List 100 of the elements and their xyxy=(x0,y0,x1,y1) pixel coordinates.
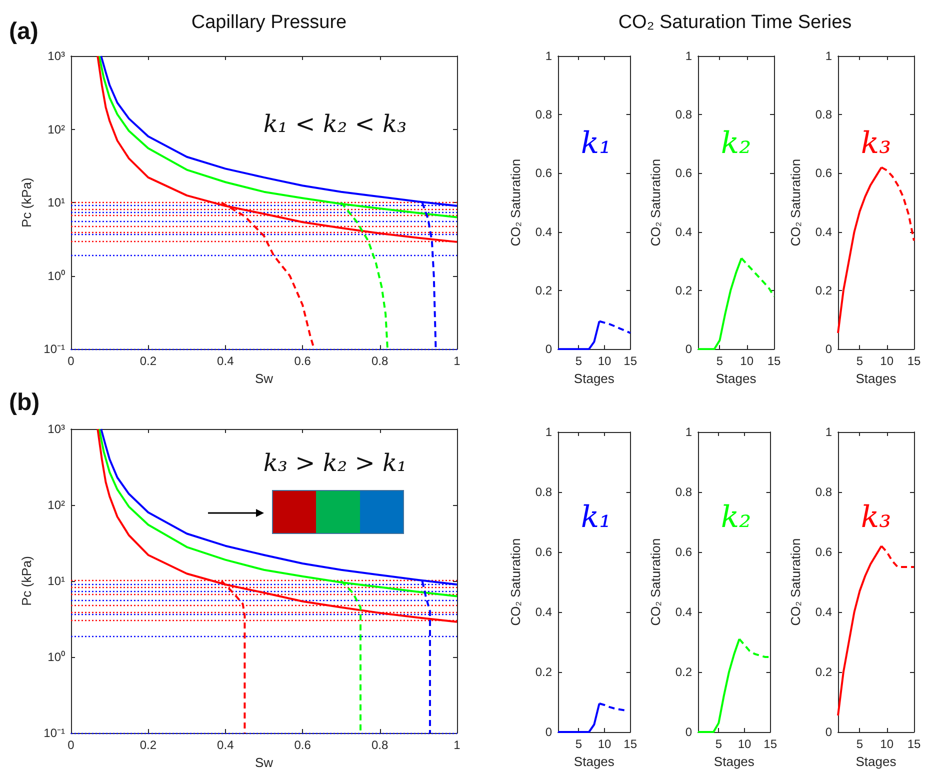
x-tick-label: 10 xyxy=(880,354,894,368)
y-tick-label: 1 xyxy=(825,425,832,439)
annotation: k₁ xyxy=(580,126,612,161)
y-axis-title: CO₂ Saturation xyxy=(788,538,803,626)
y-tick-label: 0.6 xyxy=(675,166,692,180)
x-tick-label: 0.6 xyxy=(294,354,312,368)
x-tick-label: 5 xyxy=(716,354,724,368)
annotation: k₃ > k₂ > k₁ xyxy=(263,449,407,477)
annotation: k₁ xyxy=(580,500,612,535)
y-tick-label: 10⁰ xyxy=(48,268,65,283)
x-tick-label: 1 xyxy=(454,354,461,368)
y-tick-label: 0 xyxy=(545,342,552,356)
y-tick-label: 0.6 xyxy=(535,166,552,180)
y-tick-label: 0.2 xyxy=(815,283,832,298)
y-tick-label: 1 xyxy=(825,49,832,63)
x-tick-label: 5 xyxy=(715,737,722,751)
x-tick-label: 15 xyxy=(767,354,781,368)
x-axis-title: Stages xyxy=(856,754,897,769)
y-tick-label: 0.2 xyxy=(535,665,552,679)
y-axis-title: Pc (kPa) xyxy=(18,178,34,228)
x-tick-label: 15 xyxy=(624,737,638,751)
y-tick-label: 0.8 xyxy=(675,485,692,499)
x-axis-title: Stages xyxy=(574,371,615,386)
y-tick-label: 0.4 xyxy=(535,605,552,619)
y-axis-title: Pc (kPa) xyxy=(18,556,34,606)
y-tick-label: 10¹ xyxy=(48,574,66,588)
y-tick-label: 1 xyxy=(545,49,552,63)
y-tick-label: 10⁰ xyxy=(48,650,65,664)
x-tick-label: 10 xyxy=(598,737,612,751)
y-tick-label: 0.6 xyxy=(535,545,552,559)
x-tick-label: 0.6 xyxy=(294,738,312,752)
y-tick-label: 0.8 xyxy=(535,108,552,122)
annotation: k₃ xyxy=(860,500,892,535)
x-tick-label: 0.2 xyxy=(140,354,157,368)
y-tick-label: 10³ xyxy=(48,422,66,436)
annotation: k₂ xyxy=(720,126,752,161)
x-tick-label: 0.4 xyxy=(217,738,234,752)
annotation: k₂ xyxy=(720,500,752,535)
x-tick-label: 10 xyxy=(740,354,754,368)
y-tick-label: 0.4 xyxy=(535,224,552,239)
x-axis-title: Stages xyxy=(716,371,757,386)
x-axis-title: Sw xyxy=(254,371,274,386)
y-axis-title: CO₂ Saturation xyxy=(788,158,803,246)
x-tick-label: 5 xyxy=(856,354,864,368)
x-tick-label: 5 xyxy=(575,354,582,368)
text: (a) xyxy=(9,18,38,46)
x-tick-label: 0.8 xyxy=(371,354,388,368)
x-axis-title: Stages xyxy=(856,371,897,386)
y-tick-label: 10² xyxy=(48,498,66,512)
y-tick-label: 0 xyxy=(545,725,552,739)
y-tick-label: 0.4 xyxy=(815,224,832,239)
annotation: k₃ xyxy=(860,126,892,161)
x-tick-label: 0 xyxy=(68,738,75,752)
x-tick-label: 0.2 xyxy=(140,738,157,752)
y-tick-label: 0 xyxy=(685,725,692,739)
y-tick-label: 10⁻¹ xyxy=(44,342,66,356)
y-tick-label: 1 xyxy=(545,425,552,439)
x-tick-label: 5 xyxy=(856,737,864,751)
x-axis-title: Stages xyxy=(714,754,755,769)
y-tick-label: 10¹ xyxy=(48,196,66,210)
y-tick-label: 0 xyxy=(685,342,692,356)
x-tick-label: 15 xyxy=(764,737,778,751)
x-axis-title: Sw xyxy=(254,754,274,770)
y-tick-label: 0.4 xyxy=(675,605,692,619)
x-axis-title: Stages xyxy=(574,754,615,769)
y-axis-title: CO₂ Saturation xyxy=(648,158,663,246)
y-tick-label: 10⁻¹ xyxy=(44,726,66,740)
y-axis-title: CO₂ Saturation xyxy=(508,158,523,246)
y-tick-label: 0.8 xyxy=(815,108,832,122)
y-tick-label: 1 xyxy=(685,49,692,63)
x-tick-label: 15 xyxy=(907,354,921,368)
y-tick-label: 0.6 xyxy=(815,545,832,559)
chart-title: Capillary Pressure xyxy=(191,12,347,33)
x-tick-label: 0.4 xyxy=(217,354,234,368)
x-tick-label: 10 xyxy=(880,737,894,751)
y-tick-label: 0.6 xyxy=(815,166,832,180)
y-tick-label: 0 xyxy=(825,725,832,739)
y-tick-label: 0.2 xyxy=(675,283,692,298)
y-tick-label: 10³ xyxy=(48,49,66,63)
y-axis-title: CO₂ Saturation xyxy=(648,538,663,626)
text: (b) xyxy=(9,389,40,417)
y-tick-label: 10² xyxy=(48,122,66,136)
x-tick-label: 15 xyxy=(907,737,921,751)
x-tick-label: 0 xyxy=(68,354,75,368)
y-tick-label: 1 xyxy=(685,425,692,439)
y-tick-label: 0.8 xyxy=(815,485,832,499)
y-tick-label: 0.2 xyxy=(815,665,832,679)
x-tick-label: 10 xyxy=(598,354,612,368)
x-tick-label: 0.8 xyxy=(371,738,388,752)
y-tick-label: 0.4 xyxy=(675,224,692,239)
y-tick-label: 0.8 xyxy=(675,108,692,122)
y-tick-label: 0.2 xyxy=(535,283,552,298)
y-tick-label: 0.8 xyxy=(535,485,552,499)
x-tick-label: 10 xyxy=(738,737,752,751)
y-tick-label: 0 xyxy=(825,342,832,356)
y-tick-label: 0.6 xyxy=(675,545,692,559)
y-tick-label: 0.2 xyxy=(675,665,692,679)
y-tick-label: 0.4 xyxy=(815,605,832,619)
y-axis-title: CO₂ Saturation xyxy=(508,538,523,626)
x-tick-label: 15 xyxy=(624,354,638,368)
